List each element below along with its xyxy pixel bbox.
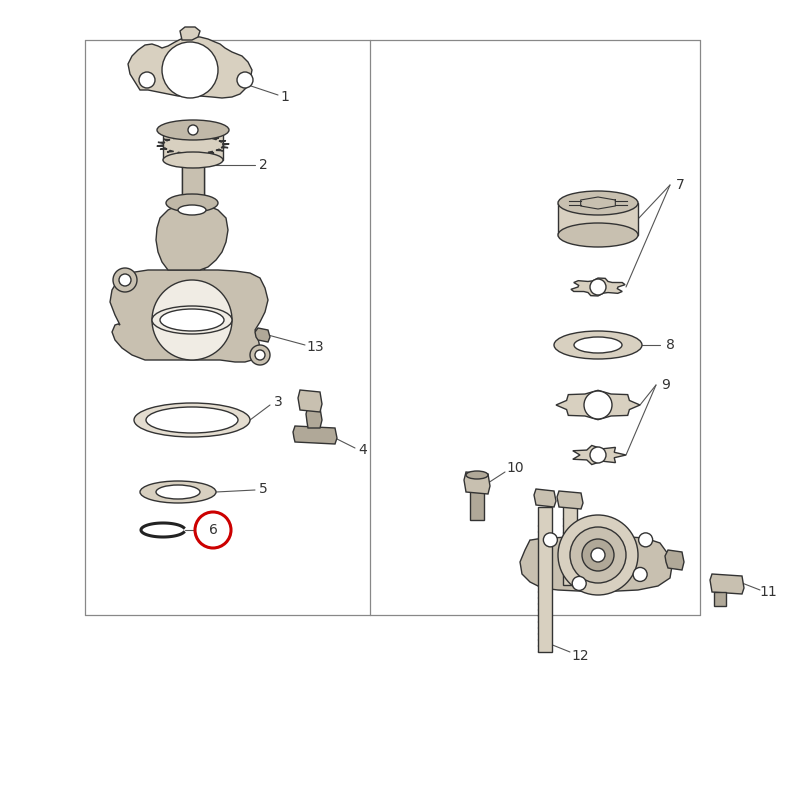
Circle shape	[590, 279, 606, 295]
Polygon shape	[306, 406, 322, 428]
Circle shape	[633, 567, 647, 582]
Polygon shape	[571, 278, 625, 296]
Circle shape	[237, 72, 253, 88]
Circle shape	[638, 533, 653, 547]
Text: 11: 11	[759, 585, 777, 599]
Ellipse shape	[574, 337, 622, 353]
Polygon shape	[198, 153, 203, 154]
Polygon shape	[710, 574, 744, 594]
Ellipse shape	[134, 403, 250, 437]
Circle shape	[113, 268, 137, 292]
Ellipse shape	[558, 191, 638, 215]
Text: 1: 1	[281, 90, 290, 104]
Polygon shape	[167, 150, 174, 152]
Polygon shape	[255, 328, 270, 342]
Polygon shape	[520, 535, 672, 592]
Ellipse shape	[166, 194, 218, 212]
Polygon shape	[534, 489, 556, 507]
Text: 6: 6	[209, 523, 218, 537]
Polygon shape	[221, 146, 228, 148]
Polygon shape	[556, 390, 640, 420]
Polygon shape	[156, 203, 228, 270]
Circle shape	[558, 515, 638, 595]
Polygon shape	[714, 592, 726, 606]
Ellipse shape	[157, 120, 229, 140]
Circle shape	[119, 274, 131, 286]
Polygon shape	[573, 446, 626, 465]
Polygon shape	[216, 149, 222, 151]
Circle shape	[572, 577, 586, 590]
Ellipse shape	[178, 205, 206, 215]
Polygon shape	[563, 505, 577, 585]
Polygon shape	[172, 137, 178, 138]
Ellipse shape	[140, 481, 216, 503]
Polygon shape	[180, 27, 200, 40]
Polygon shape	[208, 151, 214, 154]
Polygon shape	[163, 139, 170, 141]
Circle shape	[570, 527, 626, 583]
Text: 8: 8	[666, 338, 674, 352]
Circle shape	[582, 539, 614, 571]
Polygon shape	[178, 152, 182, 154]
Polygon shape	[665, 550, 684, 570]
Text: 4: 4	[358, 443, 367, 457]
Polygon shape	[186, 320, 200, 345]
Ellipse shape	[160, 309, 224, 331]
Polygon shape	[128, 36, 252, 98]
Circle shape	[139, 72, 155, 88]
Polygon shape	[470, 490, 484, 520]
Text: 5: 5	[258, 482, 267, 496]
Polygon shape	[193, 135, 198, 137]
Polygon shape	[219, 141, 226, 142]
Polygon shape	[557, 491, 583, 509]
Circle shape	[591, 548, 605, 562]
Polygon shape	[203, 136, 209, 138]
Polygon shape	[558, 203, 638, 235]
Text: 12: 12	[571, 649, 589, 663]
Polygon shape	[157, 145, 163, 146]
Polygon shape	[163, 130, 223, 160]
Polygon shape	[160, 148, 167, 150]
Ellipse shape	[163, 152, 223, 168]
Ellipse shape	[558, 223, 638, 247]
Circle shape	[543, 533, 558, 547]
Text: 3: 3	[274, 395, 282, 409]
Polygon shape	[158, 142, 165, 143]
Polygon shape	[182, 135, 188, 137]
Polygon shape	[464, 472, 490, 494]
Polygon shape	[298, 390, 322, 412]
Ellipse shape	[152, 306, 232, 334]
Circle shape	[152, 280, 232, 360]
Polygon shape	[293, 426, 337, 444]
Polygon shape	[182, 155, 204, 320]
Polygon shape	[110, 270, 268, 362]
Polygon shape	[222, 143, 229, 145]
Polygon shape	[538, 507, 552, 652]
Circle shape	[590, 447, 606, 463]
Text: 13: 13	[306, 340, 324, 354]
Ellipse shape	[554, 331, 642, 359]
Polygon shape	[212, 138, 218, 140]
Ellipse shape	[146, 407, 238, 433]
Text: 10: 10	[506, 461, 524, 475]
Circle shape	[255, 350, 265, 360]
Polygon shape	[188, 154, 193, 155]
Text: 7: 7	[676, 178, 684, 192]
Text: 2: 2	[258, 158, 267, 172]
Circle shape	[584, 391, 612, 419]
Ellipse shape	[466, 471, 488, 479]
Circle shape	[188, 125, 198, 135]
Text: 9: 9	[662, 378, 670, 392]
Ellipse shape	[156, 485, 200, 499]
Circle shape	[162, 42, 218, 98]
Circle shape	[250, 345, 270, 365]
